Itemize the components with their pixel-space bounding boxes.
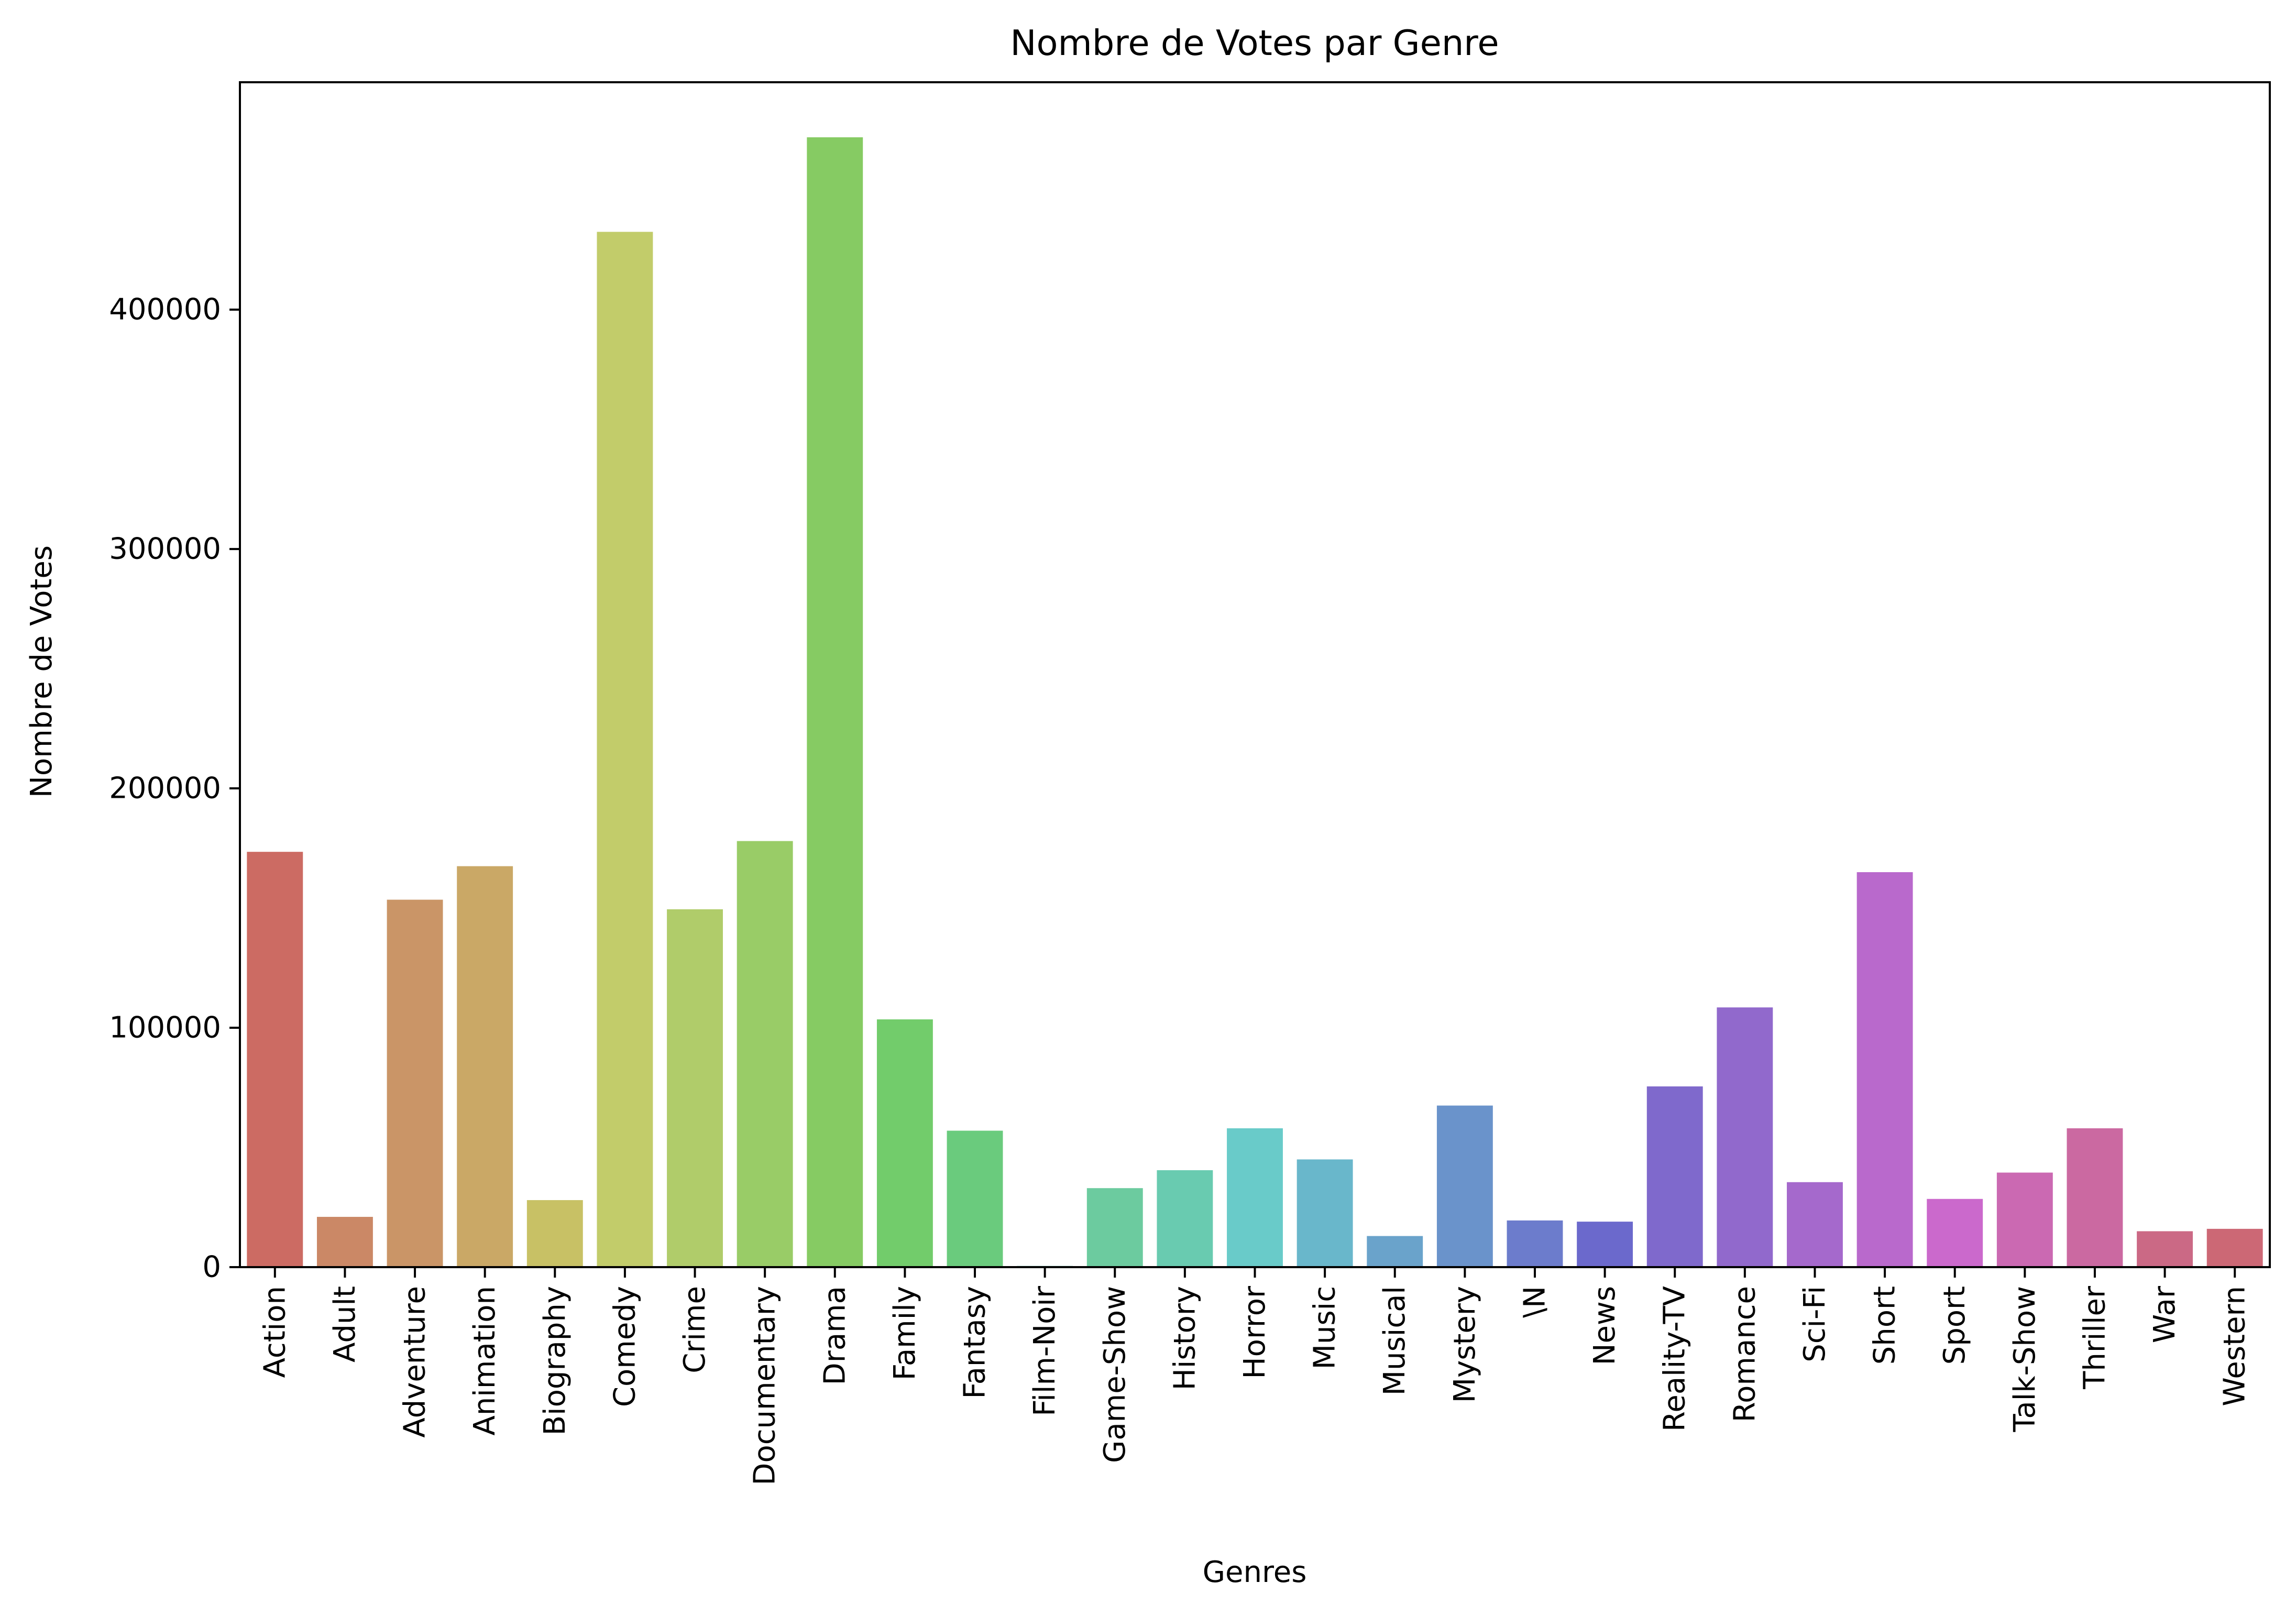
x-tick-label: War (2148, 1285, 2182, 1343)
bar-war (2137, 1231, 2193, 1267)
bar-documentary (737, 841, 793, 1267)
bar-sport (1927, 1199, 1983, 1267)
bar-adult (316, 1217, 373, 1267)
x-tick-label: Game-Show (1098, 1286, 1132, 1463)
bar-action (247, 852, 303, 1267)
bars-group (247, 137, 2263, 1267)
x-tick-label: Adult (328, 1286, 362, 1362)
bar-comedy (597, 232, 653, 1267)
x-tick-label: Action (258, 1286, 292, 1378)
bar-talk-show (1996, 1172, 2053, 1267)
bar-n (1507, 1220, 1563, 1267)
x-tick-label: Biography (538, 1286, 572, 1435)
x-axis-title: Genres (1203, 1555, 1307, 1589)
bar-family (876, 1019, 933, 1267)
x-tick-label: Crime (678, 1286, 712, 1373)
x-tick-label: Film-Noir (1028, 1285, 1062, 1416)
x-axis-ticks: Action Adult Adventure Animation Biography Co… (258, 1267, 2252, 1486)
x-tick-label: Mystery (1448, 1286, 1482, 1403)
y-tick-label: 200000 (109, 772, 221, 806)
x-tick-label: Short (1868, 1286, 1902, 1365)
bar-history (1157, 1170, 1213, 1267)
x-tick-label: News (1588, 1286, 1622, 1365)
bar-fantasy (947, 1130, 1003, 1267)
x-tick-label: History (1168, 1286, 1202, 1390)
bar-music (1297, 1159, 1353, 1267)
bar-game-show (1086, 1188, 1143, 1267)
x-tick-label: Western (2218, 1286, 2252, 1406)
x-tick-label: Music (1308, 1286, 1342, 1369)
x-tick-label: Horror (1238, 1285, 1272, 1379)
y-axis-ticks: 0 100000 200000 300000 400000 (109, 293, 240, 1284)
x-tick-label: Fantasy (958, 1286, 992, 1399)
x-tick-label: Adventure (398, 1286, 432, 1438)
bar-crime (667, 909, 723, 1267)
x-tick-label: Romance (1728, 1286, 1762, 1422)
x-tick-label: Talk-Show (2008, 1286, 2042, 1433)
bar-biography (526, 1200, 583, 1267)
x-tick-label: Comedy (608, 1286, 642, 1407)
y-tick-label: 100000 (109, 1011, 221, 1045)
y-tick-label: 0 (202, 1250, 221, 1284)
y-axis-title: Nombre de Votes (25, 545, 59, 798)
x-tick-label: Family (888, 1286, 922, 1380)
x-tick-label: Sci-Fi (1798, 1286, 1832, 1362)
x-tick-label: Thriller (2078, 1285, 2112, 1390)
bar-reality-tv (1646, 1086, 1703, 1267)
bar-animation (457, 866, 513, 1267)
bar-sci-fi (1787, 1182, 1843, 1267)
x-tick-label: Musical (1378, 1286, 1412, 1395)
bar-western (2206, 1228, 2263, 1267)
x-tick-label: Drama (818, 1286, 852, 1385)
x-tick-label: Documentary (748, 1286, 782, 1486)
x-tick-label: Animation (468, 1286, 502, 1436)
bar-news (1577, 1222, 1633, 1267)
bar-musical (1367, 1236, 1423, 1267)
bar-mystery (1436, 1105, 1493, 1267)
bar-drama (807, 137, 863, 1267)
x-tick-label: \N (1518, 1286, 1552, 1318)
bar-thriller (2067, 1128, 2123, 1267)
bar-romance (1717, 1007, 1773, 1267)
chart-title: Nombre de Votes par Genre (1010, 23, 1499, 63)
y-tick-label: 300000 (109, 532, 221, 566)
bar-horror (1227, 1128, 1283, 1267)
plot-frame (239, 81, 2271, 1268)
bar-short (1856, 872, 1913, 1267)
x-tick-label: Reality-TV (1658, 1286, 1692, 1432)
x-tick-label: Sport (1938, 1286, 1972, 1365)
bar-adventure (387, 899, 443, 1267)
y-tick-label: 400000 (109, 293, 221, 327)
